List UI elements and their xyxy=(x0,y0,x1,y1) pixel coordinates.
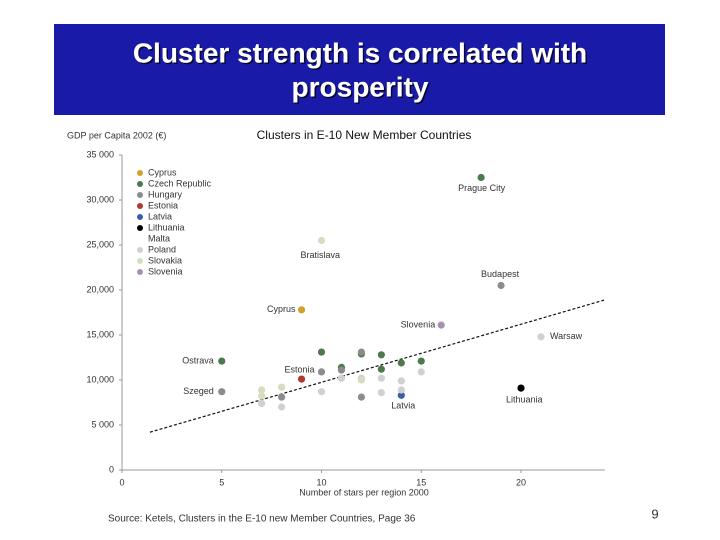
legend-marker xyxy=(137,203,143,209)
point-label: Prague City xyxy=(458,183,506,193)
y-tick-label: 30,000 xyxy=(86,194,114,204)
point xyxy=(497,281,505,290)
legend-label: Slovakia xyxy=(148,255,182,265)
legend-label: Poland xyxy=(148,244,176,254)
point xyxy=(417,368,425,376)
source: Source: Ketels, Clusters in the E-10 new… xyxy=(108,514,416,525)
point xyxy=(258,392,266,400)
legend-marker xyxy=(137,170,143,176)
point-label: Lithuania xyxy=(506,394,543,404)
point-label: Bratislava xyxy=(301,250,341,260)
x-tick-label: 10 xyxy=(316,477,326,487)
point xyxy=(317,388,326,396)
x-tick-label: 0 xyxy=(119,477,124,487)
legend-label: Malta xyxy=(148,233,170,243)
point-label: Slovenia xyxy=(401,319,436,329)
x-tick-label: 5 xyxy=(219,477,224,487)
point-label: Estonia xyxy=(285,364,315,374)
y-tick-label: 20,000 xyxy=(86,284,114,294)
point xyxy=(218,357,226,365)
slide-title: Cluster strength is correlated with xyxy=(133,37,587,68)
x-axis-label: Number of stars per region 2000 xyxy=(299,487,429,497)
legend-marker xyxy=(137,247,143,253)
point xyxy=(377,374,385,382)
point xyxy=(397,359,405,367)
point xyxy=(337,366,346,374)
point xyxy=(317,348,326,356)
y-tick-label: 5 000 xyxy=(91,419,114,429)
x-tick-label: 15 xyxy=(416,477,426,487)
point xyxy=(278,393,286,401)
point-label: Warsaw xyxy=(550,331,583,341)
point xyxy=(437,321,445,329)
legend-marker xyxy=(137,214,143,220)
point xyxy=(317,368,326,376)
point-label: Szeged xyxy=(183,386,214,396)
legend-label: Hungary xyxy=(148,189,183,199)
legend-marker xyxy=(137,181,143,187)
slide-title: prosperity xyxy=(292,71,429,102)
point-label: Budapest xyxy=(481,269,520,279)
point xyxy=(258,399,266,407)
legend-label: Latvia xyxy=(148,211,172,221)
y-tick-label: 25,000 xyxy=(86,239,114,249)
point xyxy=(278,383,286,391)
point xyxy=(297,306,306,314)
point xyxy=(517,384,525,392)
legend-marker xyxy=(137,258,143,264)
legend-label: Slovenia xyxy=(148,266,183,276)
point xyxy=(397,377,405,385)
point xyxy=(258,386,266,394)
point xyxy=(317,236,326,245)
point xyxy=(417,357,425,365)
point xyxy=(357,376,366,384)
y-axis-label: GDP per Capita 2002 (€) xyxy=(67,130,166,140)
point xyxy=(377,365,385,373)
point-label: Ostrava xyxy=(182,355,214,365)
point xyxy=(357,393,366,401)
point xyxy=(357,348,366,356)
legend-marker xyxy=(137,269,143,275)
point xyxy=(377,351,385,359)
legend-label: Czech Republic xyxy=(148,178,212,188)
y-tick-label: 35 000 xyxy=(86,149,114,159)
point xyxy=(297,375,306,383)
point xyxy=(477,173,485,182)
legend-label: Estonia xyxy=(148,200,178,210)
x-tick-label: 20 xyxy=(516,477,526,487)
point-label: Latvia xyxy=(391,401,415,411)
point xyxy=(397,386,405,394)
page-number: 9 xyxy=(651,506,658,521)
legend-label: Cyprus xyxy=(148,167,177,177)
point xyxy=(337,374,346,382)
point xyxy=(537,333,545,341)
point xyxy=(397,391,405,399)
point xyxy=(218,388,226,396)
legend-marker xyxy=(137,225,143,231)
chart-title: Clusters in E-10 New Member Countries xyxy=(257,128,472,142)
title-banner xyxy=(54,24,665,115)
trend-line xyxy=(149,299,605,433)
point xyxy=(377,389,385,397)
y-tick-label: 0 xyxy=(109,464,114,474)
legend-marker xyxy=(137,192,143,198)
legend-label: Lithuania xyxy=(148,222,185,232)
y-tick-label: 10,000 xyxy=(86,374,114,384)
y-tick-label: 15,000 xyxy=(86,329,114,339)
point-label: Cyprus xyxy=(267,304,296,314)
point xyxy=(278,403,286,411)
